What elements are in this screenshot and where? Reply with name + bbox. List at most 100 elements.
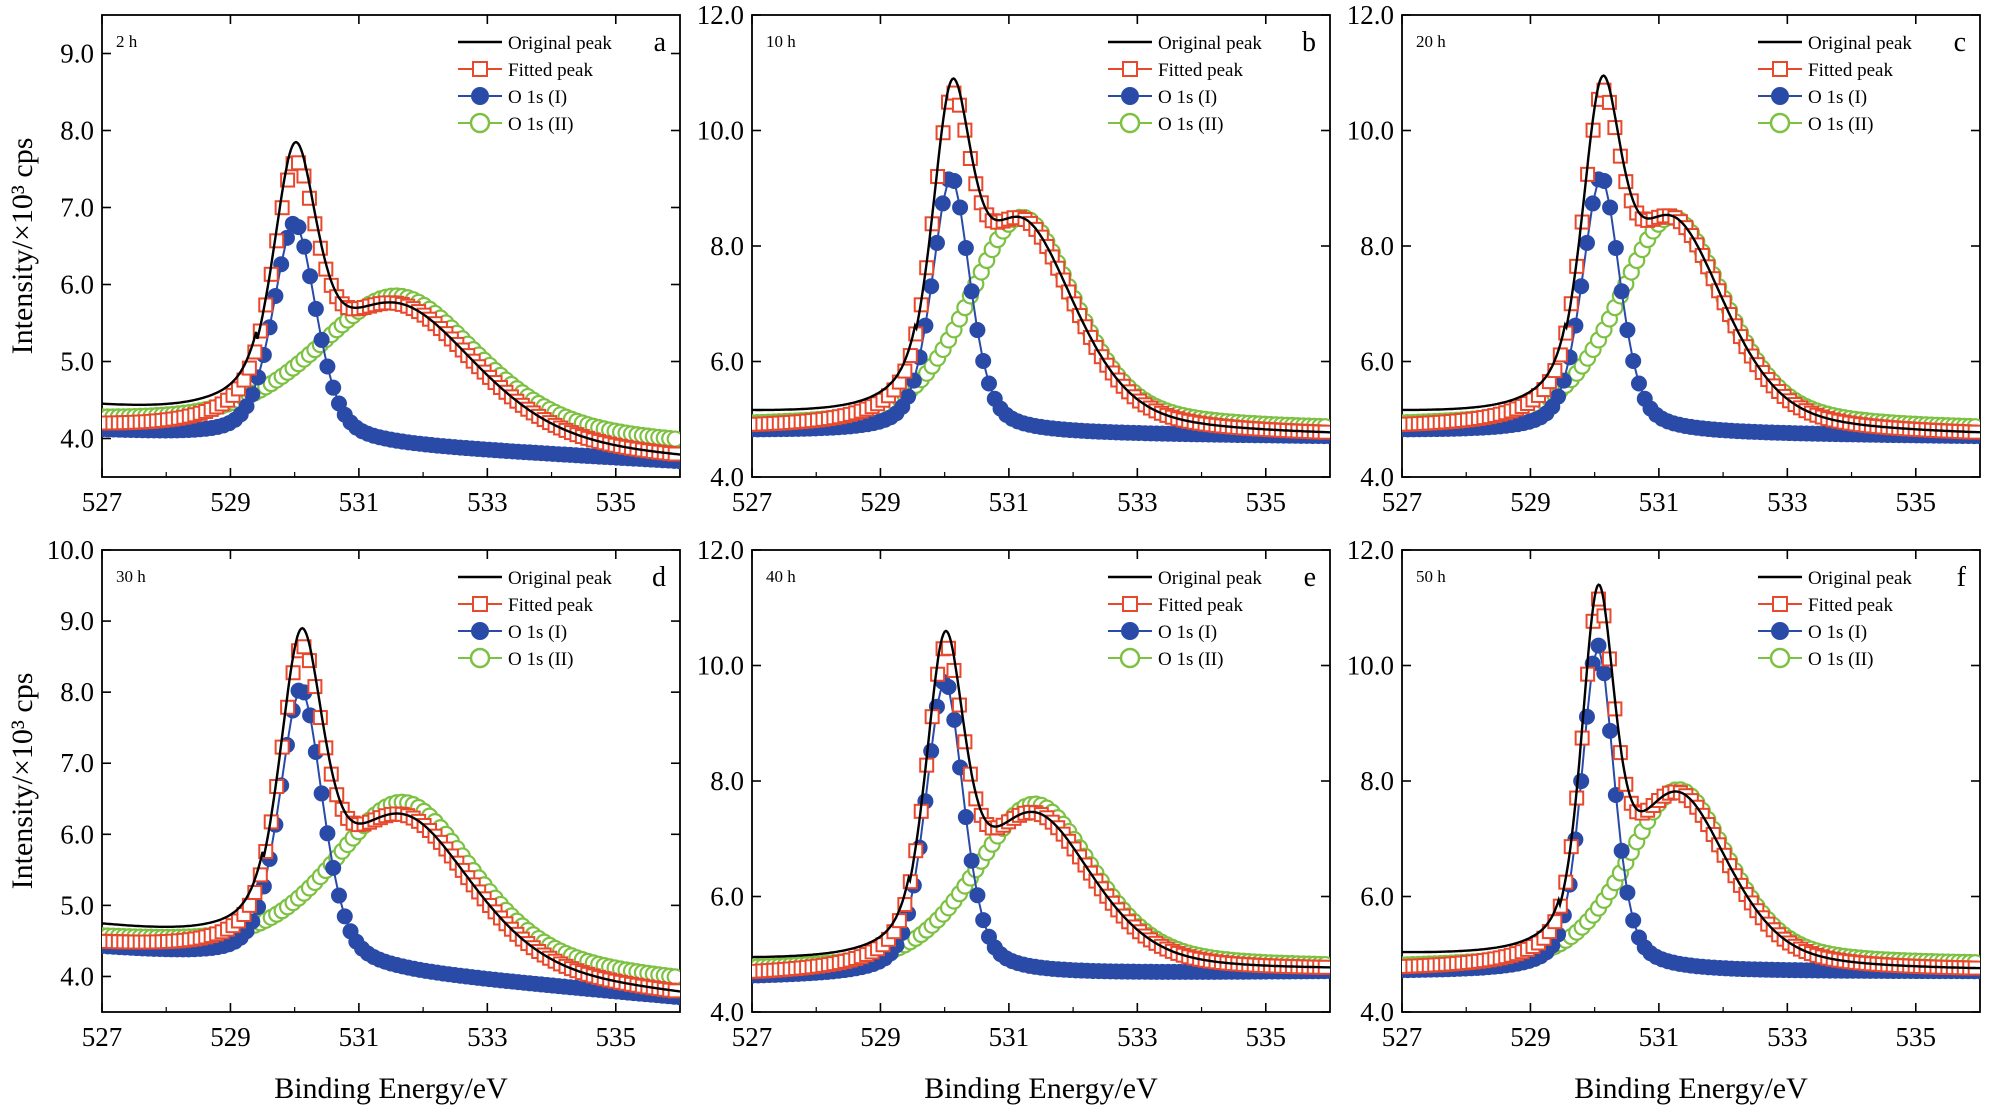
legend-label: Fitted peak	[508, 595, 593, 616]
legend: Original peak Fitted peak O 1s (I) O 1s (II…	[1758, 33, 1912, 135]
legend-label: Original peak	[1158, 568, 1262, 589]
legend-o1s-I-swatch	[1121, 87, 1139, 105]
o1s-I-point	[313, 331, 330, 348]
x-tick-label: 535	[1896, 487, 1937, 517]
legend-o1s-II-swatch	[1769, 647, 1791, 669]
o1s-I-point	[946, 711, 963, 728]
x-tick-label: 529	[1510, 487, 1551, 517]
y-tick-label: 8.0	[60, 677, 94, 707]
legend-label: O 1s (II)	[1808, 114, 1873, 135]
o1s-I-point	[313, 785, 330, 802]
o1s-I-point	[1584, 195, 1601, 212]
legend-label: Fitted peak	[1808, 595, 1893, 616]
original-peak-line	[1402, 74, 1980, 434]
legend-o1s-I-swatch	[1771, 87, 1789, 105]
legend-label: Original peak	[1808, 568, 1912, 589]
y-tick-label: 6.0	[60, 819, 94, 849]
x-tick-label: 533	[1767, 487, 1808, 517]
panel-e: 527 529 531 533 535 4.0 6.0 8.0 10.0 12.0 40 h e Ori…	[697, 535, 1331, 1052]
o1s-I-point	[980, 375, 997, 392]
legend-o1s-II-swatch	[469, 112, 491, 134]
x-tick-label: 529	[1510, 1022, 1551, 1052]
x-tick-label: 529	[210, 1022, 251, 1052]
o1s-I-point	[957, 240, 974, 257]
o1s-I-point	[244, 386, 261, 403]
x-tick-label: 535	[1896, 1022, 1937, 1052]
o1s-I-point	[1590, 637, 1607, 654]
x-axis-title: Binding Energy/eV	[274, 1072, 508, 1105]
legend: Original peak Fitted peak O 1s (I) O 1s (II…	[1108, 33, 1262, 135]
o1s-I-point	[1625, 912, 1642, 929]
y-tick-label: 10.0	[1347, 116, 1394, 146]
panel-f: 527 529 531 533 535 4.0 6.0 8.0 10.0 12.0 50 h f Ori…	[1347, 535, 1981, 1052]
legend-fitted-swatch	[1772, 596, 1788, 612]
panel-time-label: 2 h	[116, 32, 138, 51]
y-tick-label: 8.0	[1360, 231, 1394, 261]
legend: Original peak Fitted peak O 1s (I) O 1s (II…	[458, 33, 612, 135]
o1s-I-point	[975, 912, 992, 929]
legend-label: Original peak	[1158, 33, 1262, 54]
o1s-I-point	[1596, 665, 1613, 682]
x-tick-label: 531	[1639, 487, 1680, 517]
x-tick-label: 527	[82, 487, 123, 517]
legend-o1s-II-swatch	[1769, 112, 1791, 134]
y-tick-label: 10.0	[47, 535, 94, 565]
x-tick-label: 527	[732, 1022, 773, 1052]
panel-letter: a	[654, 27, 667, 58]
panel-time-label: 30 h	[116, 567, 146, 586]
data-area	[752, 629, 1330, 984]
y-tick-label: 6.0	[710, 347, 744, 377]
legend-o1s-II-swatch	[1119, 112, 1141, 134]
legend-o1s-I-swatch	[1121, 622, 1139, 640]
x-tick-label: 529	[210, 487, 251, 517]
o1s-I-point	[307, 300, 324, 317]
y-tick-label: 12.0	[697, 535, 744, 565]
y-tick-label: 4.0	[1360, 997, 1394, 1027]
fitted-point	[946, 662, 962, 678]
o1s-I-point	[1602, 199, 1619, 216]
plot-frame	[1401, 549, 1981, 1013]
legend-label: Fitted peak	[1158, 60, 1243, 81]
y-tick-label: 6.0	[710, 882, 744, 912]
fitted-point	[307, 679, 323, 695]
o1s-I-point	[957, 809, 974, 826]
panel-b: 527 529 531 533 535 4.0 6.0 8.0 10.0 12.0 10 h b Ori…	[697, 0, 1331, 517]
legend-label: O 1s (II)	[1158, 649, 1223, 670]
legend-o1s-I-swatch	[471, 622, 489, 640]
o1s-I-point	[296, 238, 313, 255]
legend-label: O 1s (II)	[508, 114, 573, 135]
y-tick-label: 12.0	[1347, 535, 1394, 565]
panel-time-label: 50 h	[1416, 567, 1446, 586]
x-tick-label: 533	[467, 1022, 508, 1052]
o1s-I-point	[900, 388, 917, 405]
panel-letter: c	[1954, 27, 1966, 58]
original-peak-line	[102, 140, 680, 456]
y-tick-label: 9.0	[60, 606, 94, 636]
legend-o1s-I-swatch	[471, 87, 489, 105]
x-tick-label: 535	[596, 1022, 637, 1052]
y-tick-label: 8.0	[710, 766, 744, 796]
o1s-I-point	[952, 199, 969, 216]
y-tick-label: 4.0	[60, 424, 94, 454]
plot-frame	[751, 549, 1331, 1013]
panel-letter: e	[1304, 562, 1316, 593]
o1s-I-point	[1602, 722, 1619, 739]
legend-fitted-swatch	[1122, 596, 1138, 612]
data-area	[752, 77, 1330, 445]
x-tick-label: 531	[989, 487, 1030, 517]
y-axis-title: Intensity/×10³ cps	[6, 673, 39, 890]
y-tick-label: 4.0	[710, 462, 744, 492]
x-tick-label: 529	[860, 487, 901, 517]
panel-time-label: 40 h	[766, 567, 796, 586]
legend-fitted-swatch	[1772, 61, 1788, 77]
y-axis-title: Intensity/×10³ cps	[6, 138, 39, 355]
o1s-I-point	[1619, 884, 1636, 901]
x-tick-label: 533	[1767, 1022, 1808, 1052]
o1s-I-point	[1578, 234, 1595, 251]
o1s-I-line	[752, 679, 1330, 977]
y-tick-label: 8.0	[710, 231, 744, 261]
x-tick-label: 527	[82, 1022, 123, 1052]
o1s-I-point	[1596, 173, 1613, 190]
legend: Original peak Fitted peak O 1s (I) O 1s (II…	[1108, 568, 1262, 670]
x-tick-label: 533	[467, 487, 508, 517]
